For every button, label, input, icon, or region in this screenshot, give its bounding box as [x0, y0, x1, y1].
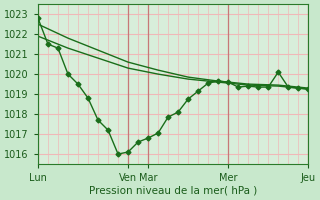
X-axis label: Pression niveau de la mer( hPa ): Pression niveau de la mer( hPa ): [89, 186, 257, 196]
